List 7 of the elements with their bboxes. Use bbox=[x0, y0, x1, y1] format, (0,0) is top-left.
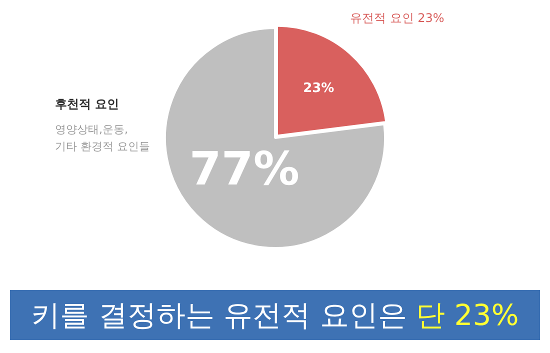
slice-label: 후천적 요인 bbox=[55, 96, 120, 113]
text: 영양상태,운동, bbox=[55, 122, 128, 137]
text: 키를 결정하는 유전적 요인은 단 23% bbox=[31, 298, 519, 332]
data-label: 77% bbox=[189, 142, 300, 196]
slice-label: 유전적 요인 23% bbox=[350, 10, 444, 27]
text: 기타 환경적 요인들 bbox=[55, 139, 150, 154]
data-label: 23% bbox=[303, 80, 334, 96]
